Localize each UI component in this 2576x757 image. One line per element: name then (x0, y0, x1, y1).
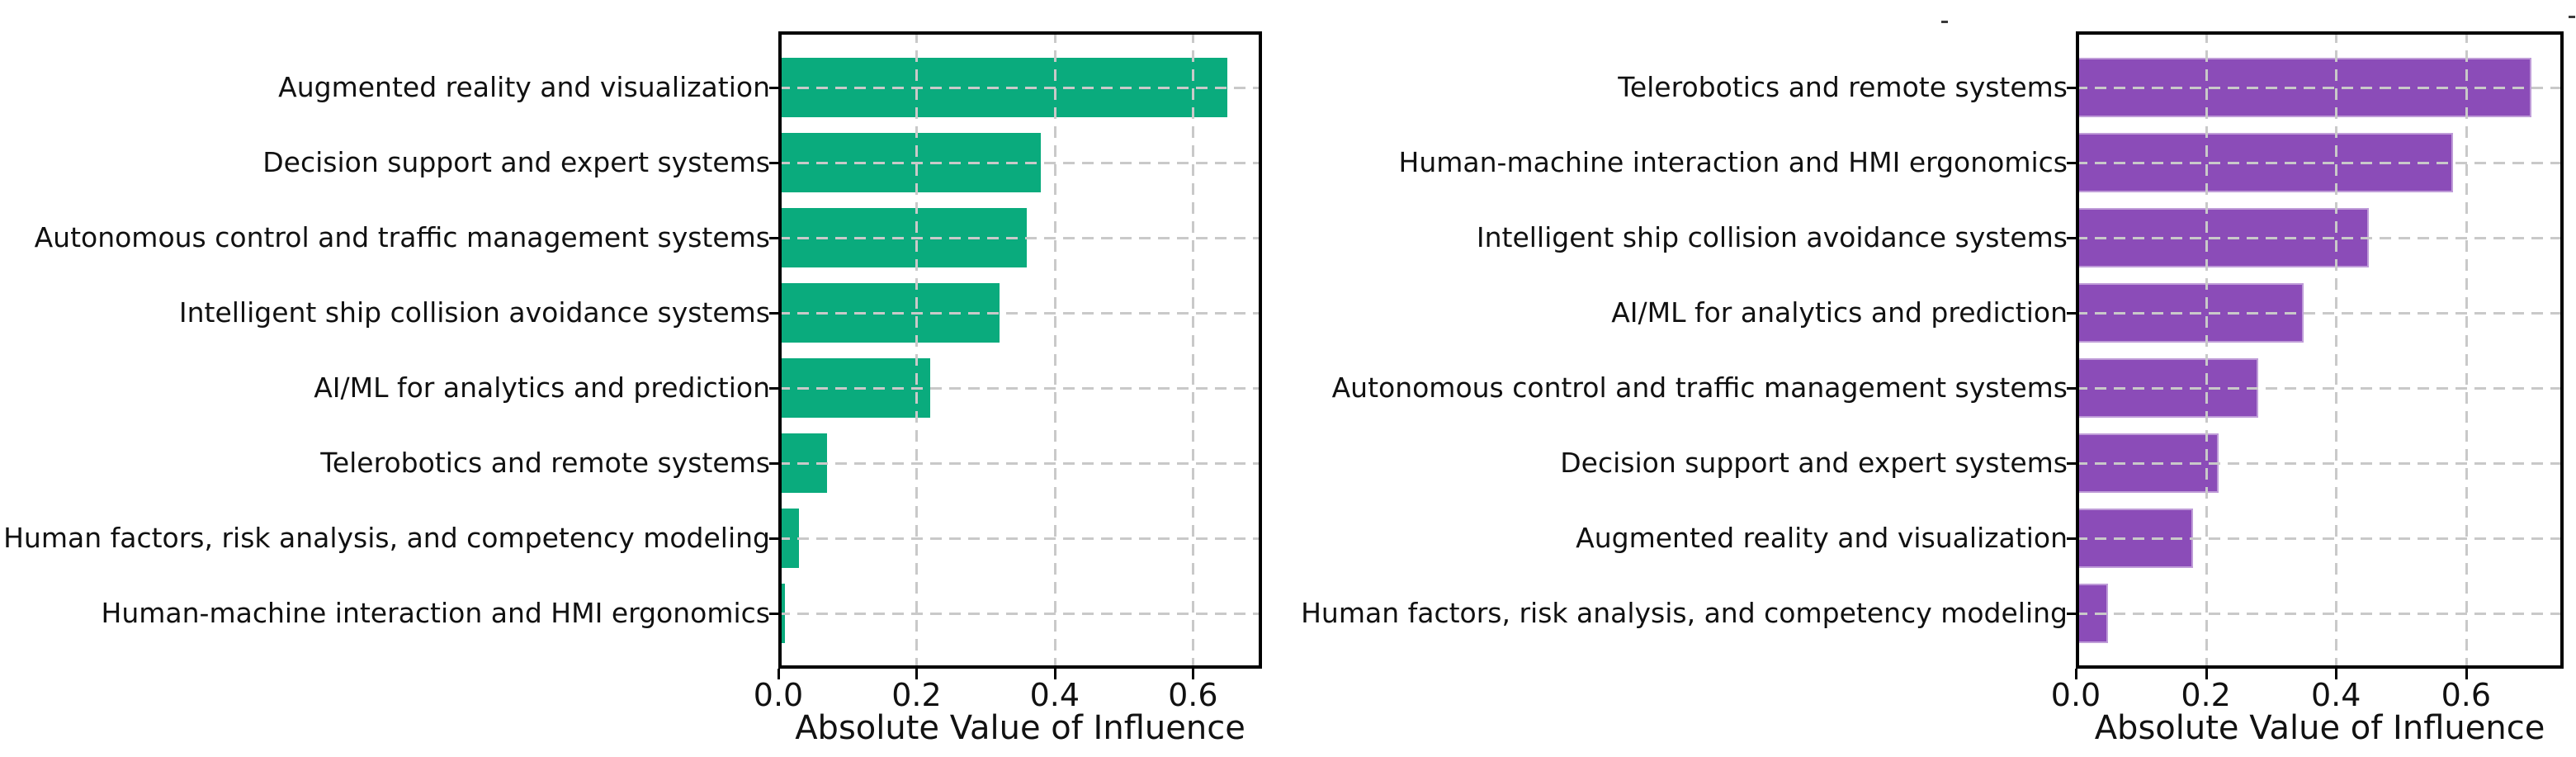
y-tick (2067, 312, 2076, 315)
x-tick (778, 669, 780, 679)
h-gridline (2076, 387, 2564, 390)
category-label: Telerobotics and remote systems (320, 447, 770, 479)
x-tick (1192, 669, 1195, 679)
x-tick-label: 0.6 (1168, 677, 1218, 713)
h-gridline (778, 613, 1262, 615)
category-label: Human-machine interaction and HMI ergono… (1398, 146, 2068, 178)
h-gridline (2076, 237, 2564, 239)
category-label: Autonomous control and traffic managemen… (34, 221, 770, 253)
category-label: AI/ML for analytics and prediction (1611, 296, 2068, 329)
x-tick-label: 0.6 (2441, 677, 2492, 713)
x-tick-label: 0.4 (1029, 677, 1080, 713)
y-tick (769, 462, 778, 465)
plot-area-purple (2076, 31, 2564, 669)
category-label: Augmented reality and visualization (1576, 522, 2068, 554)
category-label: Intelligent ship collision avoidance sys… (1476, 221, 2068, 253)
x-tick (2075, 669, 2077, 679)
h-gridline (2076, 537, 2564, 540)
category-label: Intelligent ship collision avoidance sys… (178, 296, 770, 329)
category-label: Decision support and expert systems (262, 146, 770, 178)
v-gridline (2465, 31, 2468, 669)
x-tick-label: 0.2 (2181, 677, 2231, 713)
category-label: Human factors, risk analysis, and compet… (3, 522, 770, 554)
category-label: Autonomous control and traffic managemen… (1331, 371, 2068, 404)
h-gridline (2076, 613, 2564, 615)
category-label: Telerobotics and remote systems (1618, 71, 2068, 103)
x-tick-label: 0.4 (2310, 677, 2361, 713)
y-tick (2067, 462, 2076, 465)
stray-mark (2569, 16, 2575, 18)
h-gridline (778, 162, 1262, 164)
plot-frame (2076, 31, 2564, 669)
x-tick-label: 0.2 (891, 677, 942, 713)
y-tick (2067, 613, 2076, 615)
h-gridline (778, 237, 1262, 239)
x-axis-label: Absolute Value of Influence (795, 709, 1245, 747)
h-gridline (2076, 312, 2564, 315)
v-gridline (2205, 31, 2208, 669)
x-tick (2205, 669, 2208, 679)
h-gridline (778, 87, 1262, 89)
stray-mark (1941, 21, 1948, 23)
category-label: Human factors, risk analysis, and compet… (1301, 597, 2068, 629)
x-axis-label: Absolute Value of Influence (2094, 709, 2545, 747)
h-gridline (778, 387, 1262, 390)
y-tick (2067, 87, 2076, 89)
category-label: Decision support and expert systems (1560, 447, 2068, 479)
v-gridline (2335, 31, 2338, 669)
y-tick (769, 613, 778, 615)
y-tick (769, 162, 778, 164)
x-tick-label: 0.0 (2050, 677, 2101, 713)
plot-area-green (778, 31, 1262, 669)
y-tick (769, 312, 778, 315)
y-tick (769, 87, 778, 89)
category-label: AI/ML for analytics and prediction (314, 371, 770, 404)
h-gridline (2076, 87, 2564, 89)
h-gridline (2076, 462, 2564, 465)
x-tick (1053, 669, 1056, 679)
h-gridline (778, 312, 1262, 315)
y-tick (769, 537, 778, 540)
v-gridline (1053, 31, 1056, 669)
x-tick (2465, 669, 2468, 679)
h-gridline (778, 537, 1262, 540)
x-tick (2335, 669, 2338, 679)
h-gridline (2076, 162, 2564, 164)
v-gridline (915, 31, 919, 669)
x-tick (915, 669, 919, 679)
category-label: Human-machine interaction and HMI ergono… (101, 597, 770, 629)
category-label: Augmented reality and visualization (278, 71, 770, 103)
y-tick (2067, 162, 2076, 164)
y-tick (769, 387, 778, 390)
y-tick (2067, 537, 2076, 540)
h-gridline (778, 462, 1262, 465)
y-tick (769, 237, 778, 239)
y-tick (2067, 237, 2076, 239)
x-tick-label: 0.0 (753, 677, 804, 713)
y-tick (2067, 387, 2076, 390)
v-gridline (1192, 31, 1195, 669)
